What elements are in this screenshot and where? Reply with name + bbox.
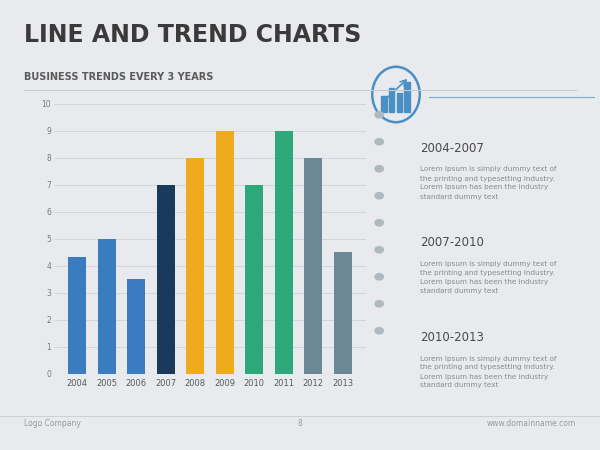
Text: Lorem Ipsum is simply dummy text of
the printing and typesetting industry.
Lorem: Lorem Ipsum is simply dummy text of the … <box>420 356 556 388</box>
Bar <box>397 93 402 112</box>
Text: 2010-2013: 2010-2013 <box>420 331 484 344</box>
Bar <box>215 130 234 374</box>
Text: Lorem Ipsum is simply dummy text of
the printing and typesetting industry.
Lorem: Lorem Ipsum is simply dummy text of the … <box>420 166 556 199</box>
Text: Logo Company: Logo Company <box>24 418 81 427</box>
Text: BUSINESS TRENDS EVERY 3 YEARS: BUSINESS TRENDS EVERY 3 YEARS <box>24 72 214 82</box>
Text: LINE AND TREND CHARTS: LINE AND TREND CHARTS <box>24 22 361 46</box>
Bar <box>98 238 116 374</box>
Bar <box>389 88 394 112</box>
Bar <box>157 184 175 374</box>
Bar <box>127 279 145 374</box>
Bar <box>275 130 293 374</box>
Bar <box>304 158 322 374</box>
Bar <box>245 184 263 374</box>
Text: www.domainname.com: www.domainname.com <box>487 418 576 427</box>
Text: Lorem Ipsum is simply dummy text of
the printing and typesetting industry.
Lorem: Lorem Ipsum is simply dummy text of the … <box>420 261 556 294</box>
Bar <box>68 257 86 374</box>
Bar <box>334 252 352 374</box>
Bar <box>404 82 409 112</box>
Bar <box>382 96 387 112</box>
Text: 2004-2007: 2004-2007 <box>420 142 484 155</box>
Text: 2007-2010: 2007-2010 <box>420 236 484 249</box>
Bar <box>186 158 205 374</box>
Text: 8: 8 <box>298 418 302 427</box>
